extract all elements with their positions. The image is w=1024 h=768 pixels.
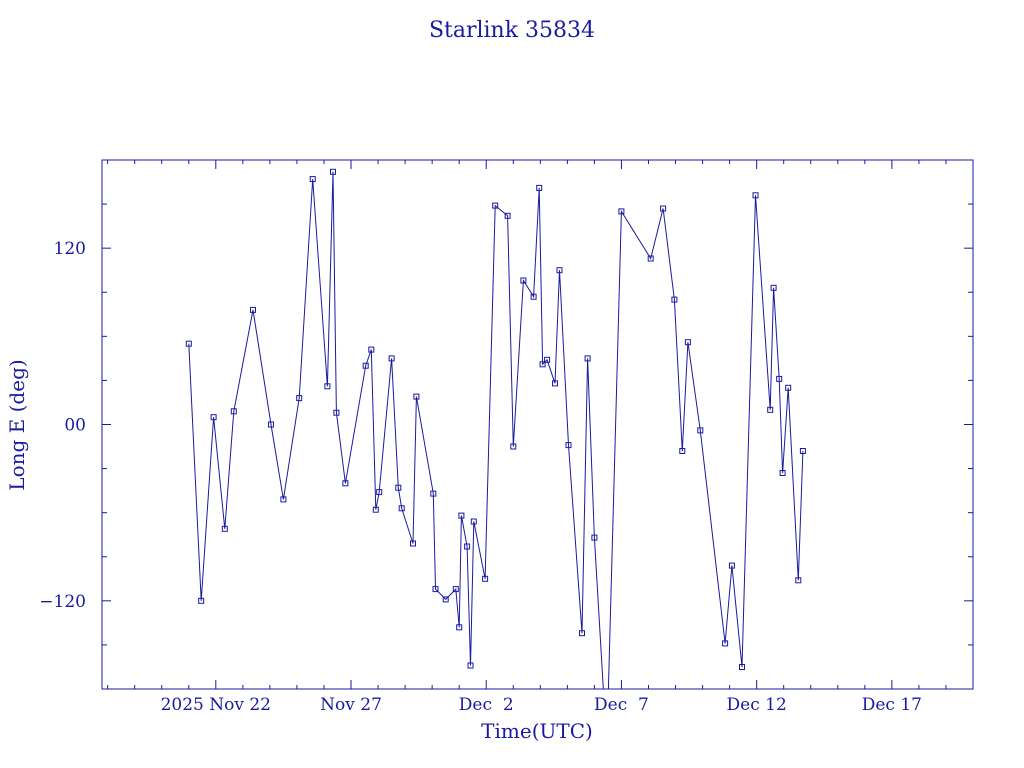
x-tick-label: Dec 7 <box>594 695 649 715</box>
data-point <box>342 480 349 487</box>
data-point <box>230 408 237 415</box>
data-point <box>372 506 379 513</box>
data-point <box>268 421 274 428</box>
data-point <box>504 212 511 219</box>
x-tick-label: 2025 Nov 22 <box>161 695 271 715</box>
data-point <box>309 176 316 183</box>
data-point <box>536 184 543 191</box>
data-point <box>584 355 591 362</box>
data-point <box>660 205 667 212</box>
data-point <box>221 525 228 532</box>
data-point <box>388 355 395 362</box>
data-point <box>452 586 459 593</box>
data-point <box>795 577 802 584</box>
data-point <box>544 356 551 363</box>
data-point <box>520 277 527 284</box>
data-point <box>799 448 806 454</box>
data-point <box>362 362 369 369</box>
data-point <box>697 427 704 434</box>
data-point <box>398 505 405 512</box>
data-point <box>470 518 477 525</box>
data-point <box>280 496 287 503</box>
data-point <box>671 296 678 303</box>
x-tick-label: Dec 17 <box>862 695 922 715</box>
data-point <box>579 630 585 637</box>
x-tick-label: Dec 2 <box>459 695 514 715</box>
data-point <box>552 380 558 387</box>
y-tick-label: 00 <box>64 416 86 436</box>
y-tick-label: −120 <box>39 592 86 612</box>
data-point <box>770 284 777 291</box>
data-point <box>530 293 537 300</box>
data-point <box>458 512 465 519</box>
data-point <box>779 470 786 476</box>
data-point <box>684 339 691 346</box>
data-point <box>333 409 340 416</box>
data-point <box>413 393 420 400</box>
data-point <box>456 624 463 631</box>
data-point <box>539 361 546 368</box>
chart-title: Starlink 35834 <box>429 18 595 43</box>
data-point <box>492 202 499 209</box>
data-point <box>776 375 783 382</box>
y-axis-label: Long E (deg) <box>5 359 29 490</box>
data-point <box>250 306 256 313</box>
data-point <box>376 489 383 496</box>
data-point <box>728 562 735 569</box>
data-point <box>739 664 745 670</box>
data-point <box>330 168 336 175</box>
data-point <box>210 414 217 421</box>
data-point <box>618 208 625 215</box>
series-line <box>188 171 804 689</box>
x-tick-labels: 2025 Nov 22 Nov 27 Dec 2 Dec 7 Dec 12 Dec 17 <box>161 695 922 715</box>
data-point <box>482 575 489 582</box>
data-point <box>722 640 729 647</box>
axis-ticks <box>102 160 973 689</box>
series-layer <box>185 168 806 750</box>
data-point <box>324 383 331 390</box>
data-point <box>785 384 792 391</box>
y-tick-label: 120 <box>54 239 86 259</box>
data-point <box>679 448 686 454</box>
data-point <box>296 395 303 402</box>
data-point <box>467 662 474 669</box>
data-point <box>752 192 759 199</box>
data-point <box>432 586 439 593</box>
data-point <box>198 597 205 604</box>
x-tick-label: Dec 12 <box>727 695 787 715</box>
data-point <box>395 484 402 491</box>
data-point <box>430 490 437 497</box>
x-axis-label: Time(UTC) <box>481 719 593 743</box>
data-point <box>510 443 517 450</box>
data-point <box>185 340 192 347</box>
data-point <box>442 596 449 603</box>
data-point <box>604 745 609 750</box>
y-tick-labels: 120 00 −120 <box>39 239 86 612</box>
data-point <box>565 442 572 449</box>
data-point <box>410 540 416 547</box>
data-point <box>591 534 598 541</box>
data-point <box>368 346 375 353</box>
data-point <box>464 543 471 550</box>
data-point <box>647 255 654 262</box>
data-point <box>556 267 563 274</box>
x-tick-label: Nov 27 <box>320 695 382 715</box>
data-point <box>767 406 774 413</box>
